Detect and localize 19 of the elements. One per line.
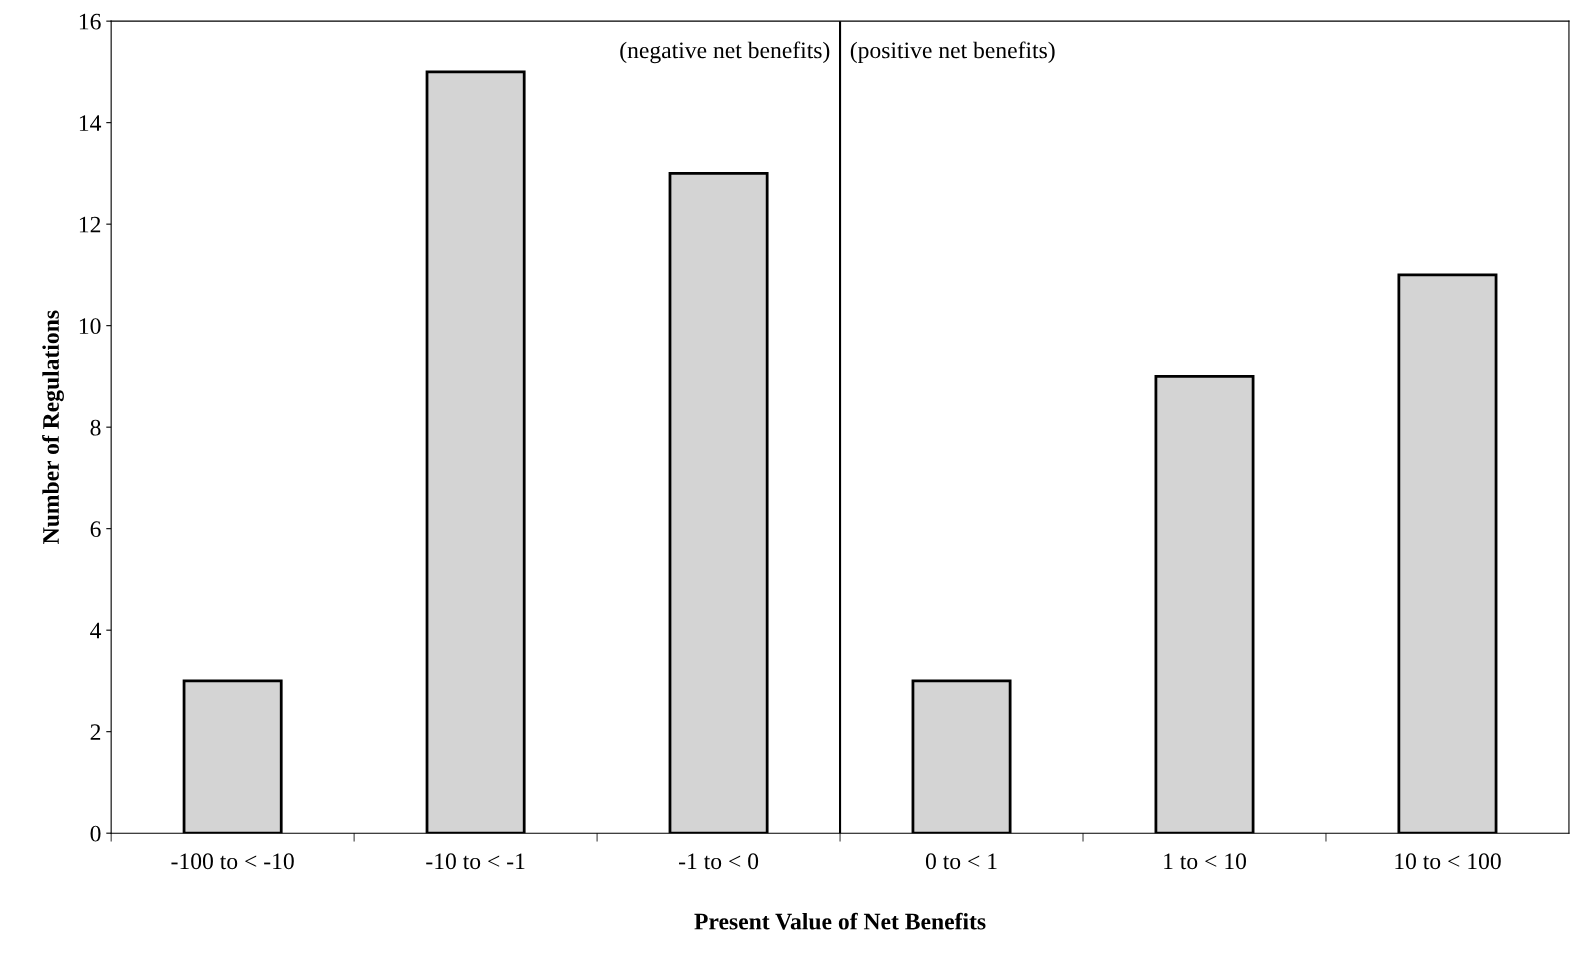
- y-tick-label: 8: [90, 419, 101, 436]
- annotation: (positive net benefits): [850, 41, 1055, 64]
- y-tick-label: 0: [90, 825, 101, 842]
- x-tick-label: -10 to < -1: [426, 853, 525, 870]
- y-tick-label: 16: [79, 13, 101, 30]
- y-tick-label: 4: [90, 622, 102, 639]
- x-tick-label: 1 to < 10: [1164, 853, 1246, 870]
- x-tick-label: -1 to < 0: [679, 853, 759, 870]
- y-tick-label: 6: [90, 521, 101, 538]
- x-axis-title: Present Value of Net Benefits: [694, 912, 986, 930]
- y-axis-title: Number of Regulations: [42, 310, 64, 544]
- y-tick-label: 12: [79, 216, 101, 233]
- y-tick-label: 14: [79, 115, 102, 131]
- x-tick-label: -100 to < -10: [171, 853, 294, 870]
- x-tick-label: 10 to < 100: [1395, 853, 1501, 870]
- y-tick-label: 2: [90, 724, 101, 740]
- y-tick-label: 10: [79, 318, 101, 335]
- annotation: (negative net benefits): [620, 41, 830, 64]
- x-tick-label: 0 to < 1: [925, 853, 997, 870]
